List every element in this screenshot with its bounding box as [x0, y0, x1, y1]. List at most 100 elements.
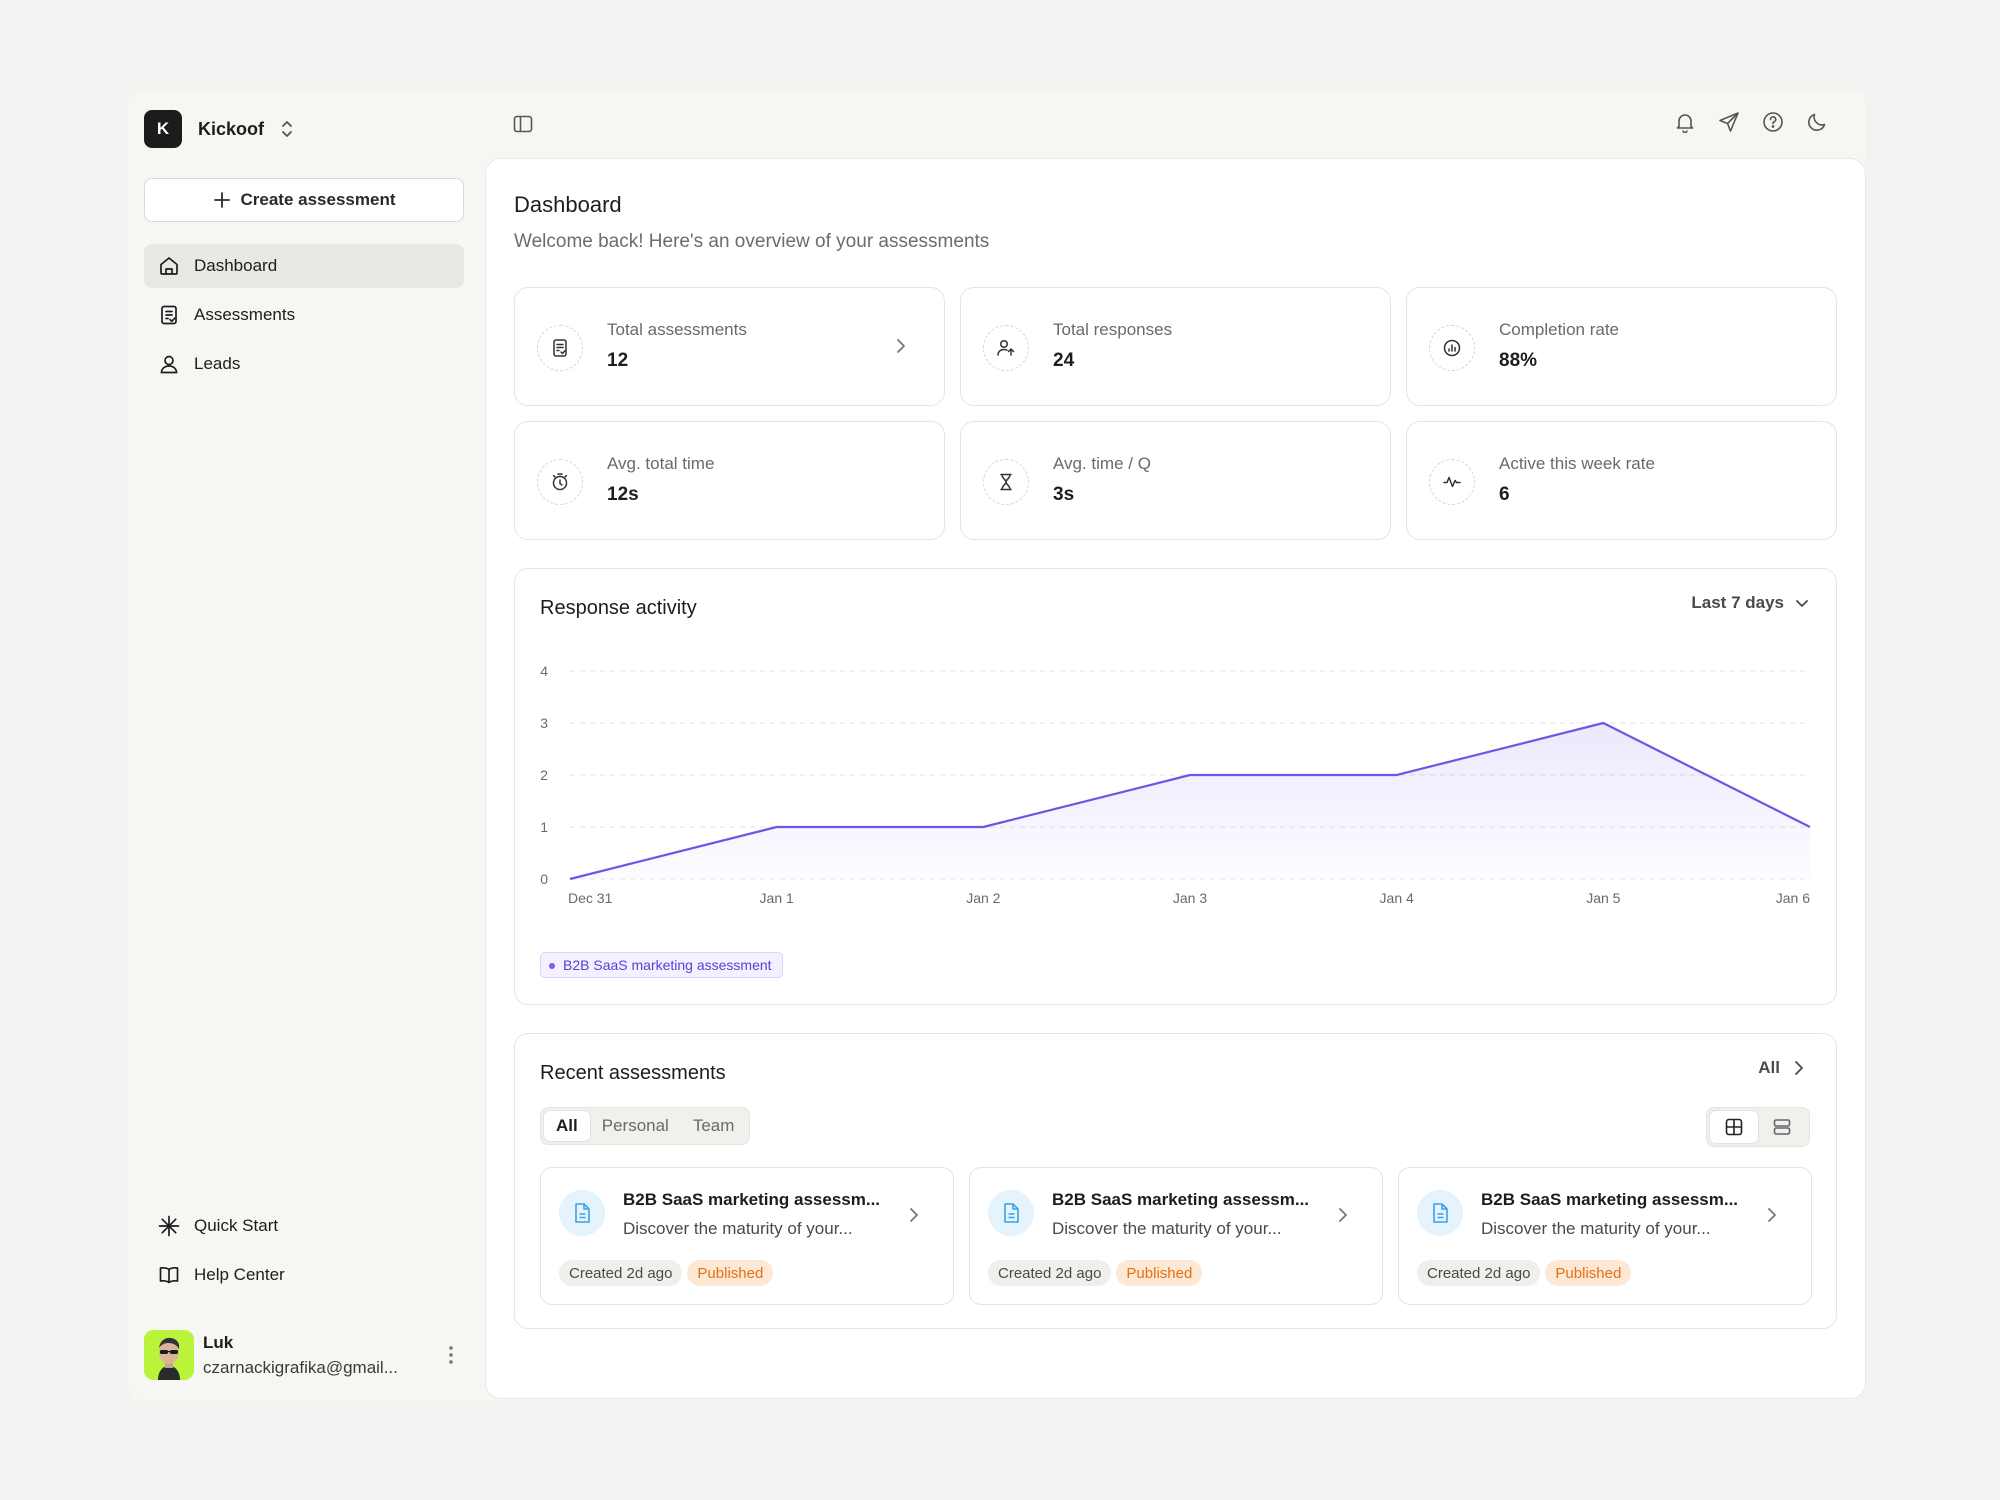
range-select[interactable]: Last 7 days: [1691, 593, 1810, 613]
clipboard-icon: [537, 325, 583, 371]
moon-icon[interactable]: [1806, 111, 1828, 133]
assessment-description: Discover the maturity of your...: [1481, 1219, 1711, 1238]
assessment-tags: Created 2d ago Published: [1417, 1260, 1632, 1286]
asterisk-icon: [158, 1215, 180, 1237]
user-email: czarnackigrafika@gmail...: [203, 1357, 398, 1377]
assessment-title: B2B SaaS marketing assessm...: [623, 1190, 881, 1209]
stat-label: Avg. total time: [607, 454, 715, 473]
sidebar-item-leads[interactable]: Leads: [144, 342, 464, 386]
stat-value: 12s: [607, 484, 639, 505]
list-view-button[interactable]: [1758, 1111, 1806, 1143]
assessment-tags: Created 2d ago Published: [988, 1260, 1203, 1286]
response-activity-chart: 0 1 2 3 4 Dec 31 Jan 1 Jan 2 Jan 3 Jan 4 Jan 5 Jan …: [540, 663, 1811, 906]
x-tick-label: Jan 4: [1380, 890, 1414, 906]
chevron-right-icon: [1795, 1061, 1803, 1075]
y-tick-label: 1: [540, 819, 548, 835]
tab-all[interactable]: All: [544, 1111, 590, 1141]
stat-value: 3s: [1053, 484, 1075, 505]
main-panel: Dashboard Welcome back! Here's an overvi…: [485, 158, 1866, 1399]
sidebar-toggle-icon[interactable]: [512, 113, 534, 135]
stat-label: Total assessments: [607, 320, 747, 339]
created-badge: Created 2d ago: [988, 1260, 1112, 1286]
bell-icon[interactable]: [1674, 111, 1696, 133]
grid-view-button[interactable]: [1710, 1111, 1758, 1143]
chevron-right-icon: [1339, 1208, 1347, 1222]
chevron-down-icon: [1796, 600, 1808, 607]
assessment-description: Discover the maturity of your...: [623, 1219, 853, 1238]
app-window: K Kickoof Create assessment Dashboard As…: [128, 90, 1866, 1400]
sidebar-bottom-nav: Quick Start Help Center: [144, 1204, 464, 1302]
view-toggle: [1706, 1107, 1810, 1147]
sidebar-item-label: Help Center: [194, 1265, 285, 1284]
x-tick-label: Jan 5: [1586, 890, 1620, 906]
assessment-card[interactable]: B2B SaaS marketing assessm... Discover t…: [1398, 1167, 1812, 1305]
sidebar-item-help-center[interactable]: Help Center: [144, 1253, 464, 1297]
grid-icon: [1725, 1118, 1743, 1136]
assessment-tags: Created 2d ago Published: [559, 1260, 774, 1286]
book-icon: [158, 1264, 180, 1286]
series-area-fill: [570, 723, 1810, 879]
home-icon: [158, 255, 180, 277]
user-profile[interactable]: Luk czarnackigrafika@gmail...: [144, 1330, 464, 1380]
more-vertical-icon[interactable]: [448, 1344, 454, 1366]
recent-assessments-card: Recent assessments All All Personal Team: [514, 1033, 1837, 1329]
stat-value: 24: [1053, 350, 1075, 371]
sidebar-item-label: Quick Start: [194, 1216, 279, 1235]
create-assessment-label: Create assessment: [240, 190, 396, 209]
help-icon[interactable]: [1762, 111, 1784, 133]
sidebar-nav: Dashboard Assessments Leads: [144, 244, 464, 391]
sidebar-item-quick-start[interactable]: Quick Start: [144, 1204, 464, 1248]
stat-card-avg-time-per-question: Avg. time / Q 3s: [960, 421, 1391, 540]
sidebar: K Kickoof Create assessment Dashboard As…: [128, 90, 468, 1400]
stat-card-avg-total-time: Avg. total time 12s: [514, 421, 945, 540]
page-title: Dashboard: [514, 192, 622, 217]
sidebar-item-label: Dashboard: [194, 256, 278, 275]
legend-label: B2B SaaS marketing assessment: [563, 957, 772, 973]
user-icon: [158, 353, 180, 375]
filter-tabs: All Personal Team: [540, 1107, 751, 1145]
chevron-up-down-icon[interactable]: [278, 118, 296, 140]
stat-label: Avg. time / Q: [1053, 454, 1151, 473]
chevron-right-icon: [1768, 1208, 1776, 1222]
document-icon: [559, 1190, 605, 1236]
sidebar-item-dashboard[interactable]: Dashboard: [144, 244, 464, 288]
legend-dot: [549, 963, 555, 969]
stat-card-active-this-week: Active this week rate 6: [1406, 421, 1837, 540]
assessment-card[interactable]: B2B SaaS marketing assessm... Discover t…: [540, 1167, 954, 1305]
stat-card-completion-rate: Completion rate 88%: [1406, 287, 1837, 406]
workspace-switcher[interactable]: K Kickoof: [144, 109, 296, 149]
y-tick-label: 3: [540, 715, 548, 731]
view-all-link[interactable]: All: [1758, 1058, 1806, 1078]
assessment-card[interactable]: B2B SaaS marketing assessm... Discover t…: [969, 1167, 1383, 1305]
stat-value: 6: [1499, 484, 1510, 505]
workspace-logo: K: [144, 110, 182, 148]
plus-icon: [213, 192, 230, 208]
stats-grid: Total assessments 12 Total responses 24 …: [514, 287, 1837, 540]
stat-value: 12: [607, 350, 629, 371]
chart-circle-icon: [1429, 325, 1475, 371]
stat-card-total-assessments[interactable]: Total assessments 12: [514, 287, 945, 406]
send-icon[interactable]: [1718, 111, 1740, 133]
x-tick-label: Jan 3: [1173, 890, 1207, 906]
created-badge: Created 2d ago: [1417, 1260, 1541, 1286]
sidebar-item-assessments[interactable]: Assessments: [144, 293, 464, 337]
status-badge: Published: [1545, 1260, 1632, 1286]
page-subtitle: Welcome back! Here's an overview of your…: [514, 231, 990, 252]
assessment-title: B2B SaaS marketing assessm...: [1052, 1190, 1310, 1209]
response-activity-card: Response activity Last 7 days 0 1 2 3 4 Dec 3…: [514, 568, 1837, 1005]
tab-team[interactable]: Team: [692, 1116, 735, 1135]
stat-value: 88%: [1499, 350, 1538, 371]
y-tick-label: 0: [540, 871, 548, 887]
x-tick-label: Jan 1: [760, 890, 794, 906]
created-badge: Created 2d ago: [559, 1260, 683, 1286]
recent-title: Recent assessments: [540, 1062, 726, 1084]
user-plus-icon: [983, 325, 1029, 371]
create-assessment-button[interactable]: Create assessment: [144, 178, 464, 222]
document-icon: [988, 1190, 1034, 1236]
document-icon: [1417, 1190, 1463, 1236]
avatar: [144, 1330, 194, 1380]
x-tick-label: Jan 6: [1776, 890, 1810, 906]
status-badge: Published: [1116, 1260, 1203, 1286]
range-select-label: Last 7 days: [1691, 593, 1784, 612]
tab-personal[interactable]: Personal: [601, 1116, 669, 1135]
